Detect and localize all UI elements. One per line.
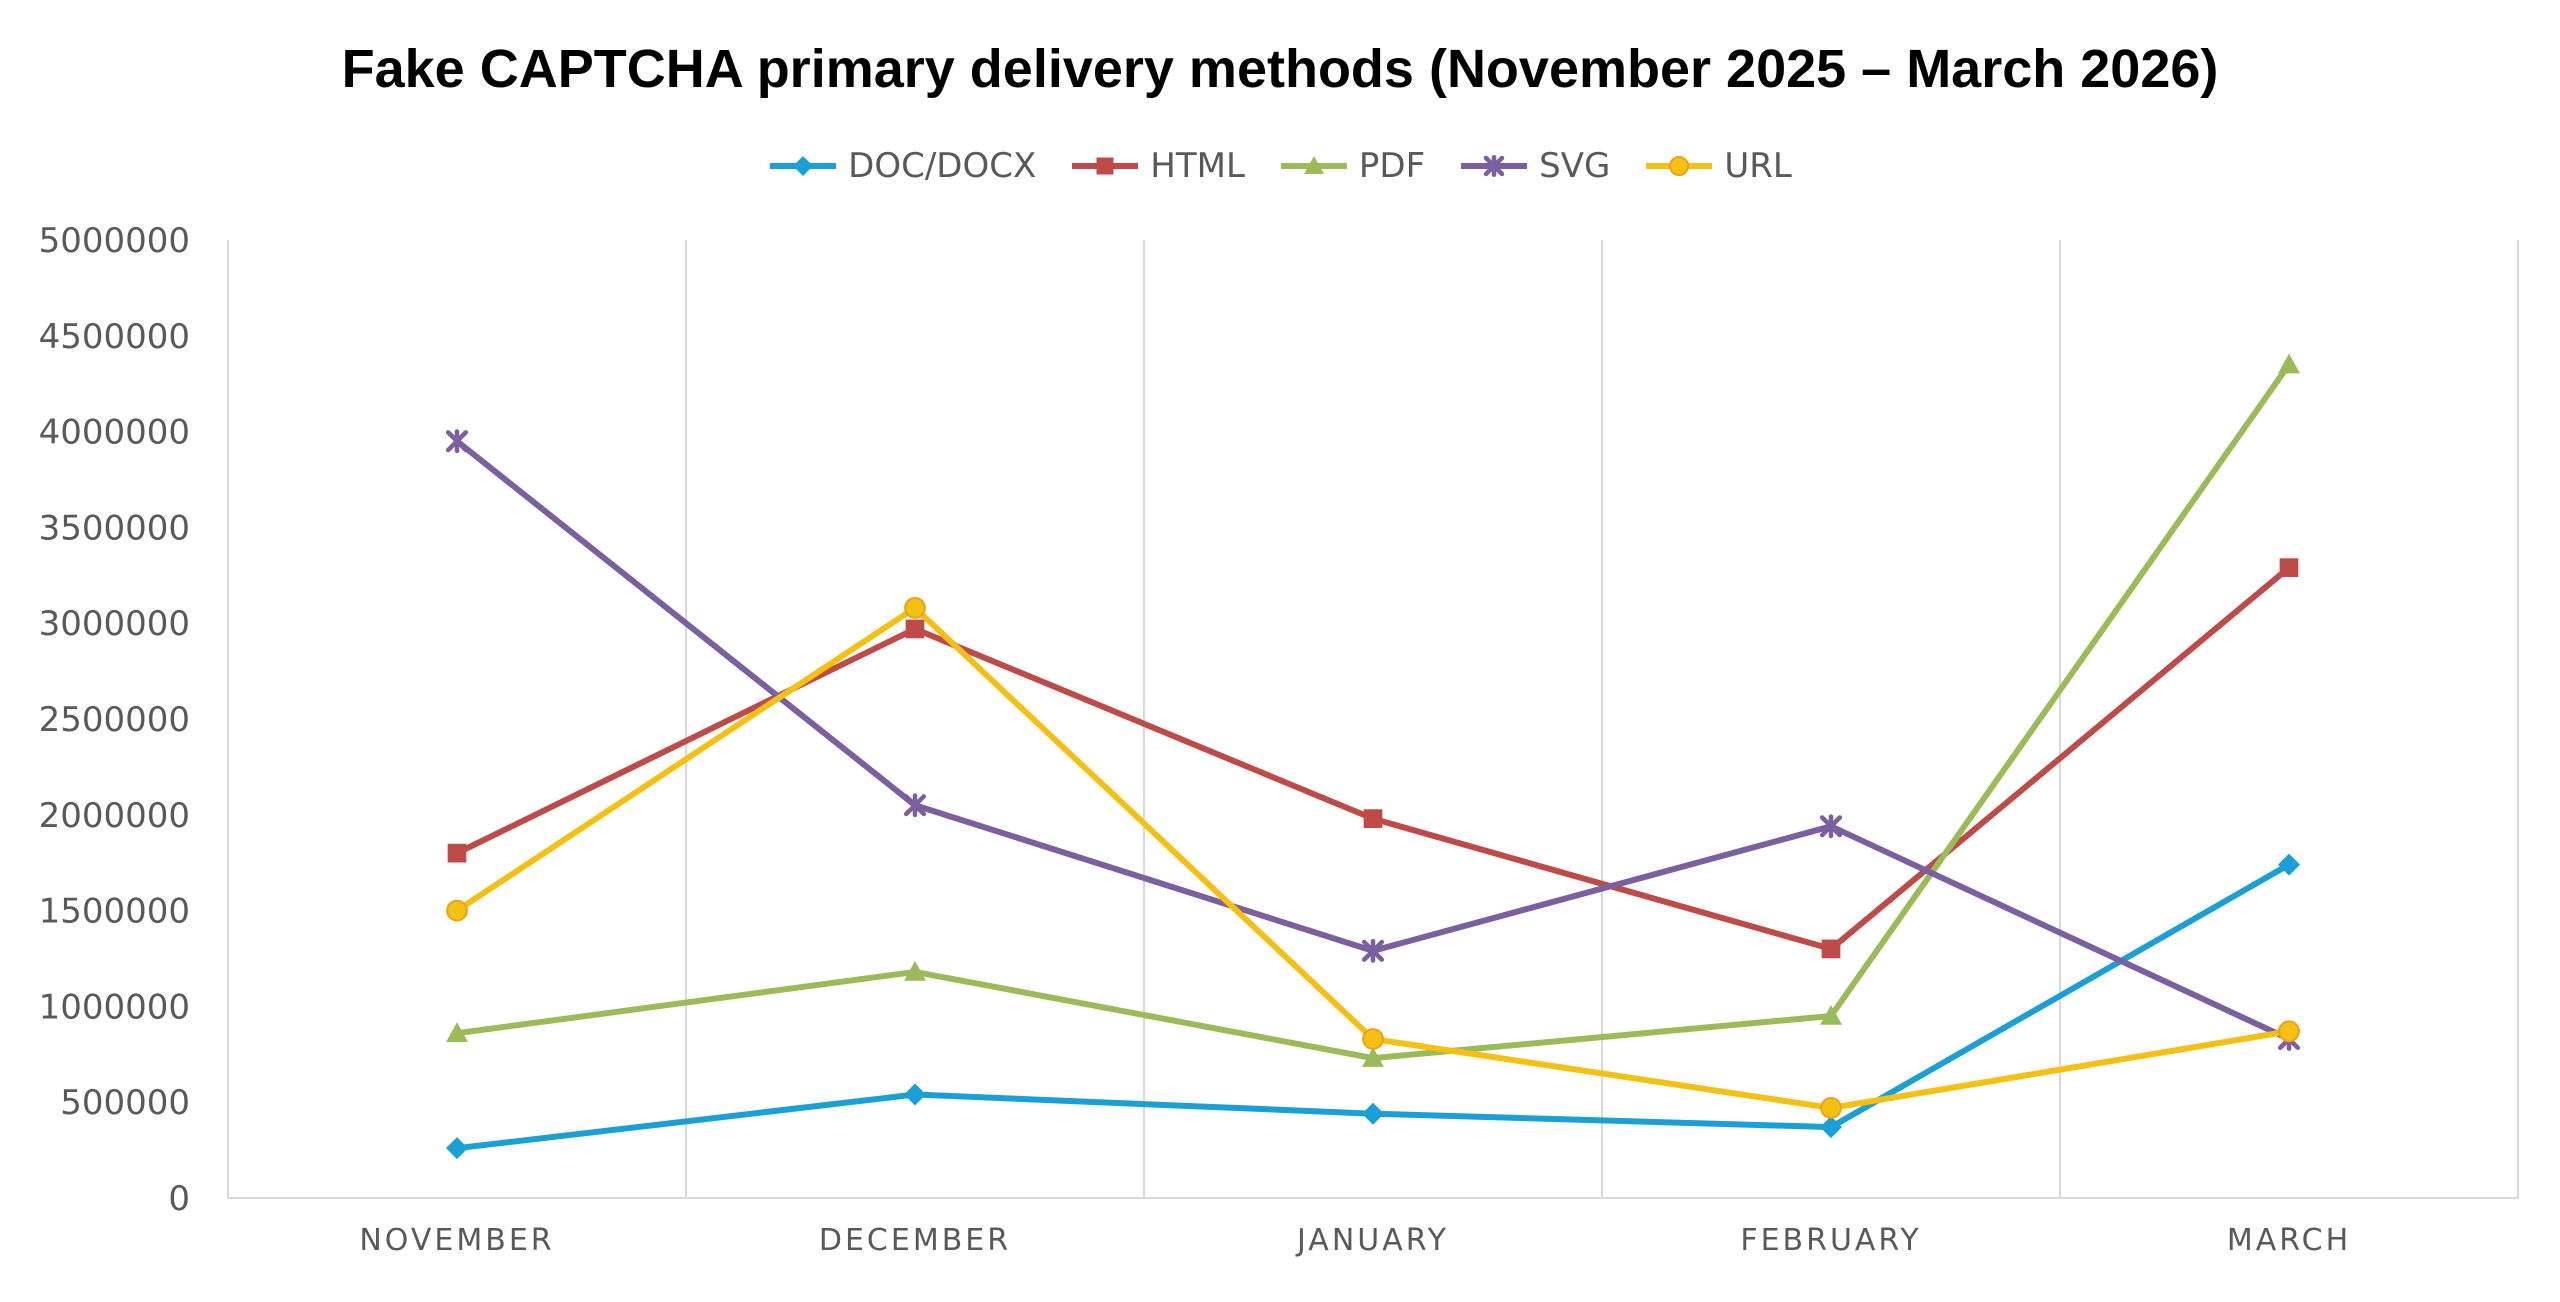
data-point-html [1821,939,1841,959]
y-tick-label: 1500000 [39,892,190,932]
legend-item-pdf: PDF [1279,146,1425,186]
data-point-doc-docx [904,1083,926,1106]
legend-swatch-marker [1669,156,1690,176]
series-svg [445,429,2301,1051]
legend-item-svg: SVG [1459,146,1610,186]
data-point-svg [1819,814,1843,839]
legend-swatch-html [1072,157,1139,175]
y-tick-label: 1000000 [39,987,190,1027]
legend-swatch-marker [1303,156,1324,174]
x-tick-label: DECEMBER [819,1223,1011,1258]
legend-swatch-marker [1483,154,1505,178]
legend-label-svg: SVG [1539,146,1611,186]
legend-label-url: URL [1724,146,1792,186]
x-tick-label: JANUARY [1295,1223,1449,1258]
y-tick-label: 2000000 [39,796,190,836]
legend-swatch-url [1646,156,1713,176]
data-point-url [904,596,926,619]
y-tick-label: 2500000 [39,700,190,740]
y-tick-label: 4000000 [39,413,190,453]
legend-swatch-pdf [1280,156,1347,174]
data-point-html [447,843,467,863]
x-tick-label: MARCH [2227,1223,2351,1258]
data-point-svg [1361,938,1385,963]
data-point-doc-docx [446,1137,468,1160]
y-tick-label: 3000000 [39,604,190,644]
y-tick-label: 5000000 [39,221,190,261]
data-point-html [1363,809,1383,828]
legend-swatch-doc-docx [770,156,837,176]
data-point-url [2278,1020,2300,1043]
data-point-doc-docx [2278,853,2300,876]
data-point-svg [445,429,469,454]
y-tick-label: 500000 [60,1083,190,1123]
legend-swatch-svg [1461,154,1528,178]
data-point-html [905,619,925,639]
data-point-doc-docx [1820,1116,1842,1139]
chart-title: Fake CAPTCHA primary delivery methods (N… [341,39,2219,99]
legend-swatch-marker [793,156,814,176]
data-point-svg [903,793,927,818]
x-tick-label: NOVEMBER [359,1223,554,1258]
legend-label-html: HTML [1150,146,1245,186]
data-point-url [1820,1097,1842,1119]
y-tick-label: 0 [168,1179,190,1219]
y-tick-label: 3500000 [39,508,190,548]
series-url [446,596,2300,1119]
data-point-html [2279,558,2299,577]
legend-item-html: HTML [1070,146,1245,186]
legend: DOC/DOCX HTML PDF SVG URL [0,138,2560,194]
data-point-pdf [2278,353,2300,374]
data-point-pdf [904,960,926,981]
series-doc-docx [446,853,2300,1160]
legend-item-doc-docx: DOC/DOCX [768,146,1036,186]
legend-label-pdf: PDF [1358,146,1426,186]
y-tick-label: 4500000 [39,317,190,357]
legend-label-doc-docx: DOC/DOCX [848,146,1037,186]
legend-item-url: URL [1644,146,1792,186]
data-point-url [446,899,468,922]
x-tick-label: FEBRUARY [1740,1223,1921,1258]
data-point-doc-docx [1362,1102,1384,1125]
data-point-pdf [1362,1047,1384,1067]
series-html [447,558,2299,959]
legend-swatch-marker [1096,157,1114,175]
series-pdf [446,353,2300,1067]
data-point-url [1362,1028,1384,1050]
data-point-pdf [1820,1004,1842,1025]
data-point-pdf [446,1022,468,1043]
